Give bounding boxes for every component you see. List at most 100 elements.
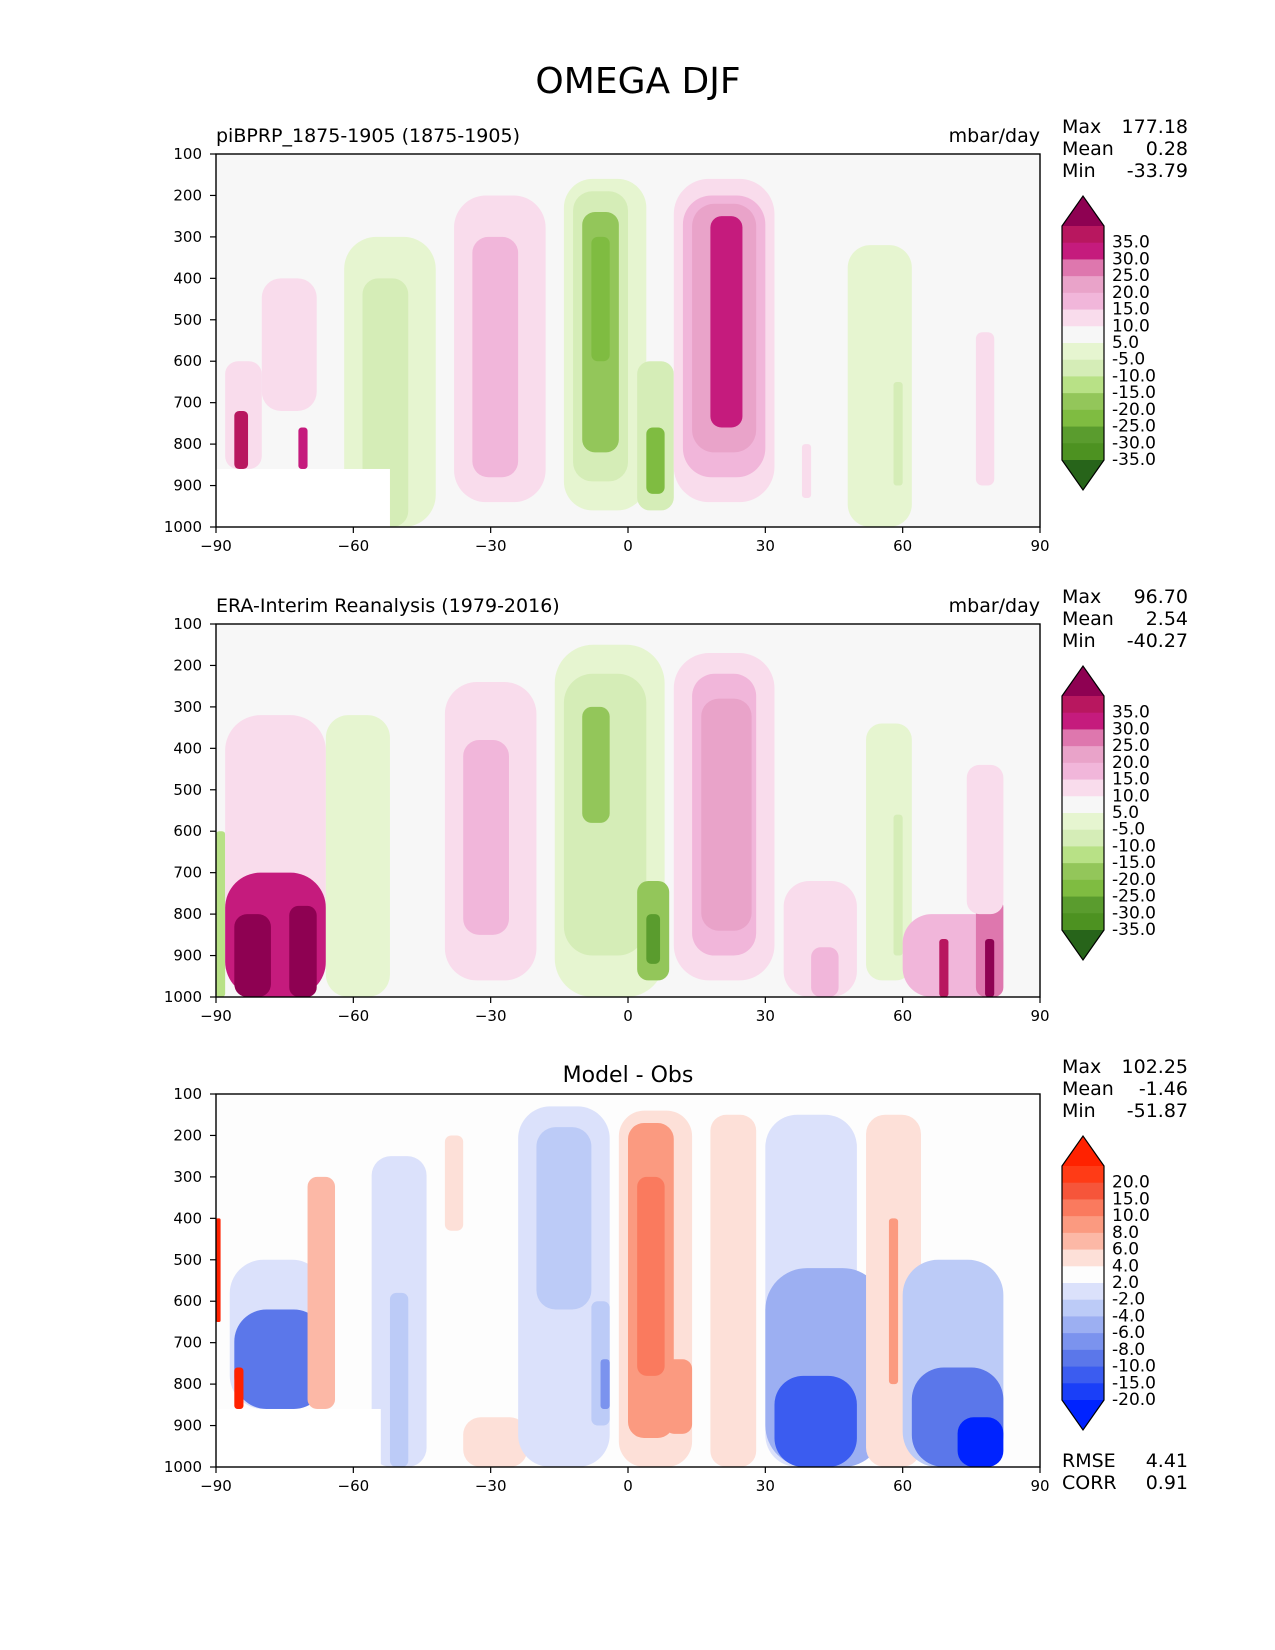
x-tick-label: 30 (756, 537, 775, 555)
x-tick-label: −90 (200, 1007, 232, 1025)
colorbar-extend-max (1062, 1136, 1104, 1166)
x-tick-label: 0 (623, 1477, 633, 1495)
colorbar-label: 15.0 (1112, 770, 1150, 790)
panel-title: piBPRP_1875-1905 (1875-1905) (216, 125, 520, 147)
stat-label: Min (1062, 1100, 1096, 1122)
colorbar-band (1062, 846, 1104, 864)
colorbar-label: 30.0 (1112, 719, 1150, 739)
colorbar-extend-min (1062, 930, 1104, 960)
colorbar-extend-min (1062, 1400, 1104, 1430)
colorbar-band (1062, 1232, 1104, 1251)
colorbar-band (1062, 796, 1104, 814)
y-tick-label: 800 (173, 1375, 202, 1393)
y-tick-label: 1000 (164, 988, 202, 1006)
stat-value: 2.54 (1146, 608, 1188, 630)
colorbar-label: 35.0 (1112, 233, 1150, 253)
panel-title: Model - Obs (563, 1063, 694, 1088)
contour-region (664, 1359, 693, 1434)
colorbar-band (1062, 259, 1104, 277)
colorbar-band (1062, 1366, 1104, 1384)
panel-3: −90 −60 −30 0 30 60 90 100 200 300 400 500 600 700 800… (164, 1056, 1188, 1495)
colorbar-label: -35.0 (1112, 920, 1156, 940)
contour-region (362, 278, 409, 527)
x-tick-label: −60 (338, 537, 370, 555)
colorbar-band (1062, 359, 1104, 377)
colorbar-label: 6.0 (1112, 1240, 1139, 1260)
colorbar-band (1062, 762, 1104, 781)
y-tick-label: 300 (173, 228, 202, 246)
y-tick-label: 300 (173, 1168, 202, 1186)
contour-region (298, 427, 308, 469)
contour-region (710, 1114, 757, 1467)
figure-title: OMEGA DJF (535, 61, 740, 102)
contour-region (893, 381, 903, 486)
stat-value: 177.18 (1122, 116, 1188, 138)
panel-units: mbar/day (949, 125, 1040, 147)
colorbar-band (1062, 309, 1104, 327)
contour-field (216, 178, 995, 527)
colorbar-label: -25.0 (1112, 887, 1156, 907)
y-tick-label: 100 (173, 615, 202, 633)
x-tick-label: 60 (893, 1477, 912, 1495)
stat-value: -40.27 (1127, 630, 1188, 652)
contour-region (216, 1218, 221, 1322)
colorbar-band (1062, 1299, 1104, 1317)
y-tick-label: 700 (173, 864, 202, 882)
colorbar-extend-max (1062, 666, 1104, 696)
colorbar-label: -2.0 (1112, 1290, 1145, 1310)
colorbar: 20.015.010.08.06.04.02.0-2.0-4.0-6.0-8.0… (1061, 1134, 1156, 1432)
contour-region (389, 1292, 409, 1467)
colorbar-band (1062, 729, 1104, 747)
colorbar-band (1062, 326, 1104, 344)
panel-2: −90 −60 −30 0 30 60 90 100 200 300 400 500 600 700 800… (164, 586, 1188, 1025)
stat-value: 96.70 (1134, 586, 1188, 608)
contour-region (234, 1309, 326, 1409)
panel-units: mbar/day (949, 595, 1040, 617)
colorbar-label: 25.0 (1112, 266, 1150, 286)
y-tick-label: 400 (173, 269, 202, 287)
masked-region (216, 468, 390, 527)
colorbar-label: -8.0 (1112, 1340, 1145, 1360)
colorbar: 35.030.025.020.015.010.05.0-5.0-10.0-15.… (1061, 194, 1156, 492)
colorbar-band (1062, 896, 1104, 914)
colorbar-band (1062, 393, 1104, 411)
colorbar-label: 10.0 (1112, 786, 1150, 806)
colorbar-label: 10.0 (1112, 316, 1150, 336)
colorbar-label: -30.0 (1112, 433, 1156, 453)
stat-value: -33.79 (1127, 160, 1188, 182)
contour-region (646, 914, 661, 964)
contour-region (783, 880, 857, 997)
y-tick-label: 400 (173, 1209, 202, 1227)
y-tick-label: 500 (173, 781, 202, 799)
y-tick-label: 600 (173, 1292, 202, 1310)
contour-region (637, 1176, 665, 1376)
panel-title: ERA-Interim Reanalysis (1979-2016) (216, 595, 560, 617)
colorbar-band (1062, 343, 1104, 361)
contour-region (472, 236, 519, 478)
x-tick-label: −90 (200, 1477, 232, 1495)
colorbar-label: 5.0 (1112, 803, 1139, 823)
colorbar-band (1062, 1249, 1104, 1267)
contour-region (325, 715, 390, 997)
colorbar-extend-max (1062, 196, 1104, 226)
y-tick-label: 900 (173, 947, 202, 965)
contour-region (975, 332, 995, 486)
colorbar-band (1062, 409, 1104, 428)
metric-label: CORR (1062, 1472, 1117, 1494)
colorbar-band (1062, 443, 1104, 461)
colorbar-band (1062, 1266, 1104, 1284)
contour-region (966, 764, 1004, 915)
colorbar: 35.030.025.020.015.010.05.0-5.0-10.0-15.… (1061, 664, 1156, 962)
colorbar-label: -20.0 (1112, 400, 1156, 420)
contour-region (444, 1135, 464, 1231)
stat-label: Max (1062, 1056, 1101, 1078)
colorbar-label: -15.0 (1112, 383, 1156, 403)
y-tick-label: 900 (173, 1417, 202, 1435)
x-tick-label: 30 (756, 1007, 775, 1025)
contour-region (985, 938, 995, 997)
x-tick-label: −30 (475, 1007, 507, 1025)
stat-value: 102.25 (1122, 1056, 1188, 1078)
colorbar-label: 20.0 (1112, 283, 1150, 303)
stat-value: 0.28 (1146, 138, 1188, 160)
colorbar-band (1062, 376, 1104, 394)
